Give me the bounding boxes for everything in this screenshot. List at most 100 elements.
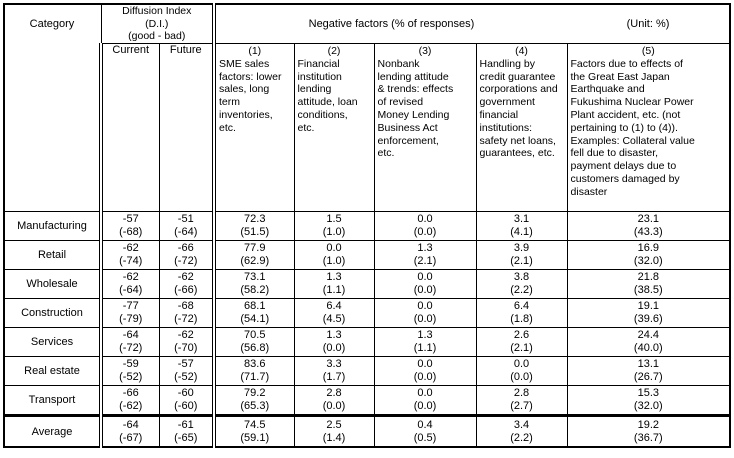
value-paren: (1.4): [322, 431, 346, 444]
value-cell: 19.2 (36.7): [566, 414, 731, 448]
value-main: 6.4: [513, 300, 530, 312]
value-main: 70.5: [244, 329, 266, 341]
value-main: -64: [122, 418, 139, 431]
value-paren: (65.3): [240, 400, 270, 412]
value-main: -57: [122, 213, 139, 225]
value-cell: 1.3 (2.1): [373, 240, 477, 270]
value-paren: (36.7): [633, 431, 663, 444]
table-row: Construction -77 (-79) -68 (-72) 68.1 (54.1) 6.…: [3, 298, 731, 328]
value-main: 0.0: [326, 242, 342, 254]
value-main: 23.1: [637, 213, 659, 225]
value-cell: 0.0 (0.0): [373, 298, 477, 328]
value-main: -66: [122, 387, 139, 399]
row-category: Transport: [3, 385, 102, 416]
value-main: 13.1: [637, 358, 659, 370]
value-paren: (1.0): [322, 226, 346, 238]
value-main: 0.4: [417, 418, 433, 431]
value-main: 3.8: [513, 271, 530, 283]
value-main: 2.5: [326, 418, 342, 431]
value-main: -57: [177, 358, 194, 370]
header-row-top: Category Diffusion Index (D.I.) (good - …: [3, 3, 731, 212]
value-paren: (-52): [174, 371, 198, 383]
factor-description: Financial institution lending attitude, …: [297, 57, 358, 134]
value-main: -51: [177, 213, 194, 225]
value-paren: (0.0): [413, 371, 437, 383]
value-main: 73.1: [244, 271, 266, 283]
header-row-sub: Current Future (1) SME sales factors: lo…: [4, 43, 731, 212]
value-main: 68.1: [244, 300, 266, 312]
value-cell: 16.9 (32.0): [566, 240, 731, 270]
value-main: 0.0: [513, 358, 530, 370]
value-cell: 3.8 (2.2): [475, 269, 568, 299]
value-main: 1.3: [326, 329, 342, 341]
value-paren: (2.1): [413, 255, 437, 267]
value-cell: -68 (-72): [158, 298, 215, 328]
value-cell: 0.0 (0.0): [373, 385, 477, 416]
value-paren: (0.5): [413, 431, 437, 444]
value-main: 1.3: [417, 242, 433, 254]
value-main: 3.9: [513, 242, 530, 254]
value-main: 15.3: [637, 387, 659, 399]
value-cell: 19.1 (39.6): [566, 298, 731, 328]
value-paren: (43.3): [633, 226, 663, 238]
value-cell: -64 (-72): [99, 327, 160, 357]
value-main: -60: [177, 387, 194, 399]
value-cell: -62 (-70): [158, 327, 215, 357]
value-paren: (0.0): [510, 371, 533, 383]
value-main: 83.6: [244, 358, 266, 370]
value-cell: 3.1 (4.1): [475, 211, 568, 241]
value-cell: -57 (-68): [99, 211, 160, 241]
value-paren: (1.8): [510, 313, 533, 325]
value-cell: 3.4 (2.2): [475, 414, 568, 448]
value-cell: 6.4 (1.8): [475, 298, 568, 328]
value-cell: 0.0 (0.0): [475, 356, 568, 386]
value-cell: -51 (-64): [158, 211, 215, 241]
value-paren: (51.5): [240, 226, 270, 238]
value-cell: 0.4 (0.5): [373, 414, 477, 448]
row-category: Services: [3, 327, 102, 357]
value-cell: 70.5 (56.8): [212, 327, 295, 357]
value-main: 79.2: [244, 387, 266, 399]
value-main: 0.0: [417, 271, 433, 283]
value-cell: 1.3 (1.1): [373, 327, 477, 357]
table-row: Transport -66 (-62) -60 (-60) 79.2 (65.3) 2.8 (0…: [3, 385, 731, 416]
value-paren: (-64): [119, 284, 143, 296]
value-main: 72.3: [244, 213, 266, 225]
value-cell: 77.9 (62.9): [212, 240, 295, 270]
value-paren: (0.0): [413, 400, 437, 412]
value-paren: (0.0): [322, 342, 346, 354]
value-paren: (-62): [119, 400, 143, 412]
value-cell: 2.5 (1.4): [293, 414, 375, 448]
header-category: Category: [3, 3, 102, 212]
value-main: -62: [177, 329, 194, 341]
value-cell: -61 (-65): [158, 414, 215, 448]
value-main: 1.3: [326, 271, 342, 283]
value-main: 1.5: [326, 213, 342, 225]
value-main: 19.2: [637, 418, 659, 431]
factor-description: SME sales factors: lower sales, long ter…: [219, 57, 282, 134]
factor-description: Handling by credit guarantee corporation…: [479, 57, 558, 160]
value-main: 2.6: [513, 329, 530, 341]
value-paren: (56.8): [240, 342, 270, 354]
header-factor-1: (1) SME sales factors: lower sales, long…: [212, 43, 295, 212]
header-current: Current: [99, 43, 160, 212]
value-cell: 15.3 (32.0): [566, 385, 731, 416]
value-main: 74.5: [244, 418, 266, 431]
value-main: 77.9: [244, 242, 266, 254]
value-main: 16.9: [637, 242, 659, 254]
value-paren: (32.0): [633, 400, 663, 412]
value-main: 3.4: [513, 418, 530, 431]
value-paren: (-79): [119, 313, 143, 325]
value-main: -77: [122, 300, 139, 312]
row-category: Wholesale: [3, 269, 102, 299]
value-paren: (71.7): [240, 371, 270, 383]
table-row: Manufacturing -57 (-68) -51 (-64) 72.3 (51.5) 1…: [3, 211, 731, 241]
header-factor-4: (4) Handling by credit guarantee corpora…: [475, 43, 568, 212]
value-paren: (2.7): [510, 400, 533, 412]
value-main: 6.4: [326, 300, 342, 312]
value-paren: (4.5): [322, 313, 346, 325]
factor-number: (4): [515, 45, 528, 57]
value-paren: (54.1): [240, 313, 270, 325]
header-diffusion-index: Diffusion Index (D.I.) (good - bad): [100, 3, 215, 44]
